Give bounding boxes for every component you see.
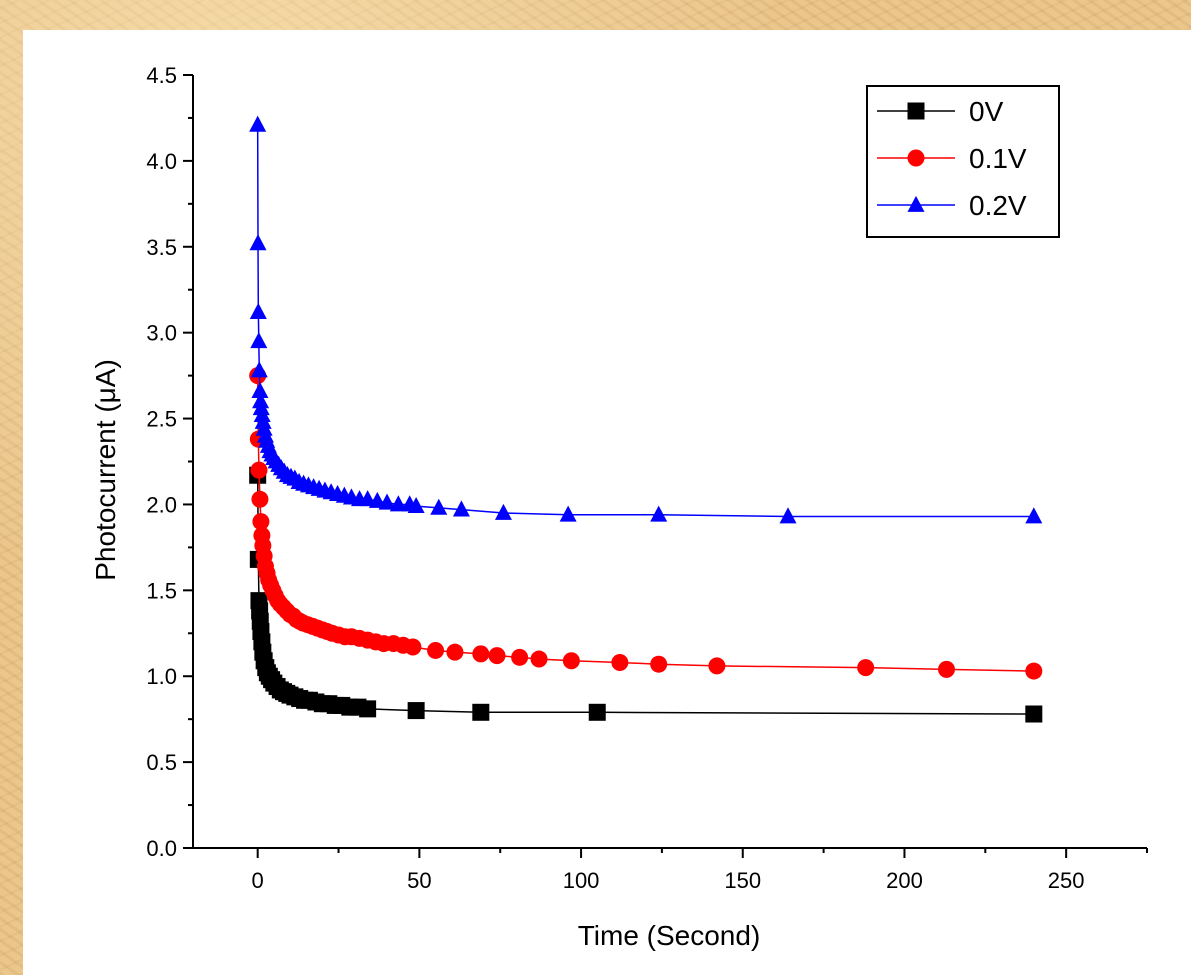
series-line xyxy=(256,375,1034,672)
data-point xyxy=(588,703,606,721)
data-point xyxy=(1025,662,1043,680)
data-point xyxy=(650,655,668,673)
data-point xyxy=(650,505,668,522)
axes: 0.0 0.5 1.0 1.5 2.0 2.5 3.0 3.5 4.0 4.5 0 50 100 150 2… xyxy=(146,63,1148,893)
data-point xyxy=(250,332,268,349)
y-tick-label: 4.0 xyxy=(146,149,177,174)
data-point xyxy=(511,648,529,666)
series-layer xyxy=(249,115,1043,723)
data-point xyxy=(252,399,270,416)
data-point xyxy=(250,361,268,378)
data-point xyxy=(407,496,425,514)
legend: 0V 0.1V 0.2V xyxy=(866,85,1060,238)
data-point xyxy=(250,461,268,479)
y-axis-title: Photocurrent (μA) xyxy=(90,359,121,581)
y-tick-label: 1.5 xyxy=(146,578,177,603)
y-tick-label: 0.0 xyxy=(146,836,177,861)
data-point xyxy=(494,503,512,520)
legend-box xyxy=(866,85,1060,238)
data-point xyxy=(249,302,267,319)
data-point xyxy=(378,493,396,510)
x-tick-label: 200 xyxy=(886,868,923,893)
data-point xyxy=(562,652,580,670)
series-line xyxy=(256,475,1034,715)
legend-marker xyxy=(907,149,925,167)
data-point xyxy=(559,505,577,522)
legend-label: 0V xyxy=(969,96,1004,127)
x-tick-label: 50 xyxy=(407,868,431,893)
data-point xyxy=(472,645,490,663)
y-tick-label: 3.0 xyxy=(146,321,177,346)
legend-label: 0.2V xyxy=(969,190,1027,221)
y-tick-label: 3.5 xyxy=(146,235,177,260)
chart-panel: 0.0 0.5 1.0 1.5 2.0 2.5 3.0 3.5 4.0 4.5 0 50 100 150 2… xyxy=(23,30,1191,975)
x-tick-label: 250 xyxy=(1048,868,1085,893)
data-point xyxy=(1025,705,1043,723)
data-point xyxy=(488,647,506,665)
data-point xyxy=(1025,507,1043,524)
legend-marker xyxy=(907,195,925,212)
data-point xyxy=(452,500,470,517)
data-point xyxy=(530,650,548,668)
data-point xyxy=(430,498,448,515)
data-point xyxy=(252,513,270,531)
data-point xyxy=(779,507,797,524)
x-tick-label: 150 xyxy=(724,868,761,893)
legend-marker xyxy=(907,102,925,120)
data-point xyxy=(407,702,425,720)
data-point xyxy=(937,660,955,678)
series-0V xyxy=(249,466,1043,723)
data-point xyxy=(249,115,267,132)
data-point xyxy=(251,490,269,508)
data-point xyxy=(249,234,267,251)
y-tick-label: 4.5 xyxy=(146,63,177,88)
x-tick-label: 100 xyxy=(563,868,600,893)
data-point xyxy=(255,419,273,436)
y-tick-label: 2.0 xyxy=(146,492,177,517)
data-point xyxy=(472,703,490,721)
data-point xyxy=(254,412,272,429)
data-point xyxy=(252,392,270,409)
x-axis-title: Time (Second) xyxy=(578,920,761,951)
chart: 0.0 0.5 1.0 1.5 2.0 2.5 3.0 3.5 4.0 4.5 0 50 100 150 2… xyxy=(90,63,1148,951)
data-point xyxy=(427,641,445,659)
legend-label: 0.1V xyxy=(969,143,1027,174)
y-tick-label: 2.5 xyxy=(146,407,177,432)
data-point xyxy=(857,659,875,677)
data-point xyxy=(253,405,271,423)
data-point xyxy=(404,638,422,656)
x-tick-label: 0 xyxy=(252,868,264,893)
data-point xyxy=(446,643,464,661)
data-point xyxy=(251,381,269,398)
series-0.2V xyxy=(249,115,1043,524)
data-point xyxy=(611,653,629,671)
data-point xyxy=(389,495,407,512)
y-tick-label: 0.5 xyxy=(146,750,177,775)
data-point xyxy=(359,700,377,718)
data-point xyxy=(708,657,726,675)
y-tick-label: 1.0 xyxy=(146,664,177,689)
series-0.1V xyxy=(249,367,1043,680)
